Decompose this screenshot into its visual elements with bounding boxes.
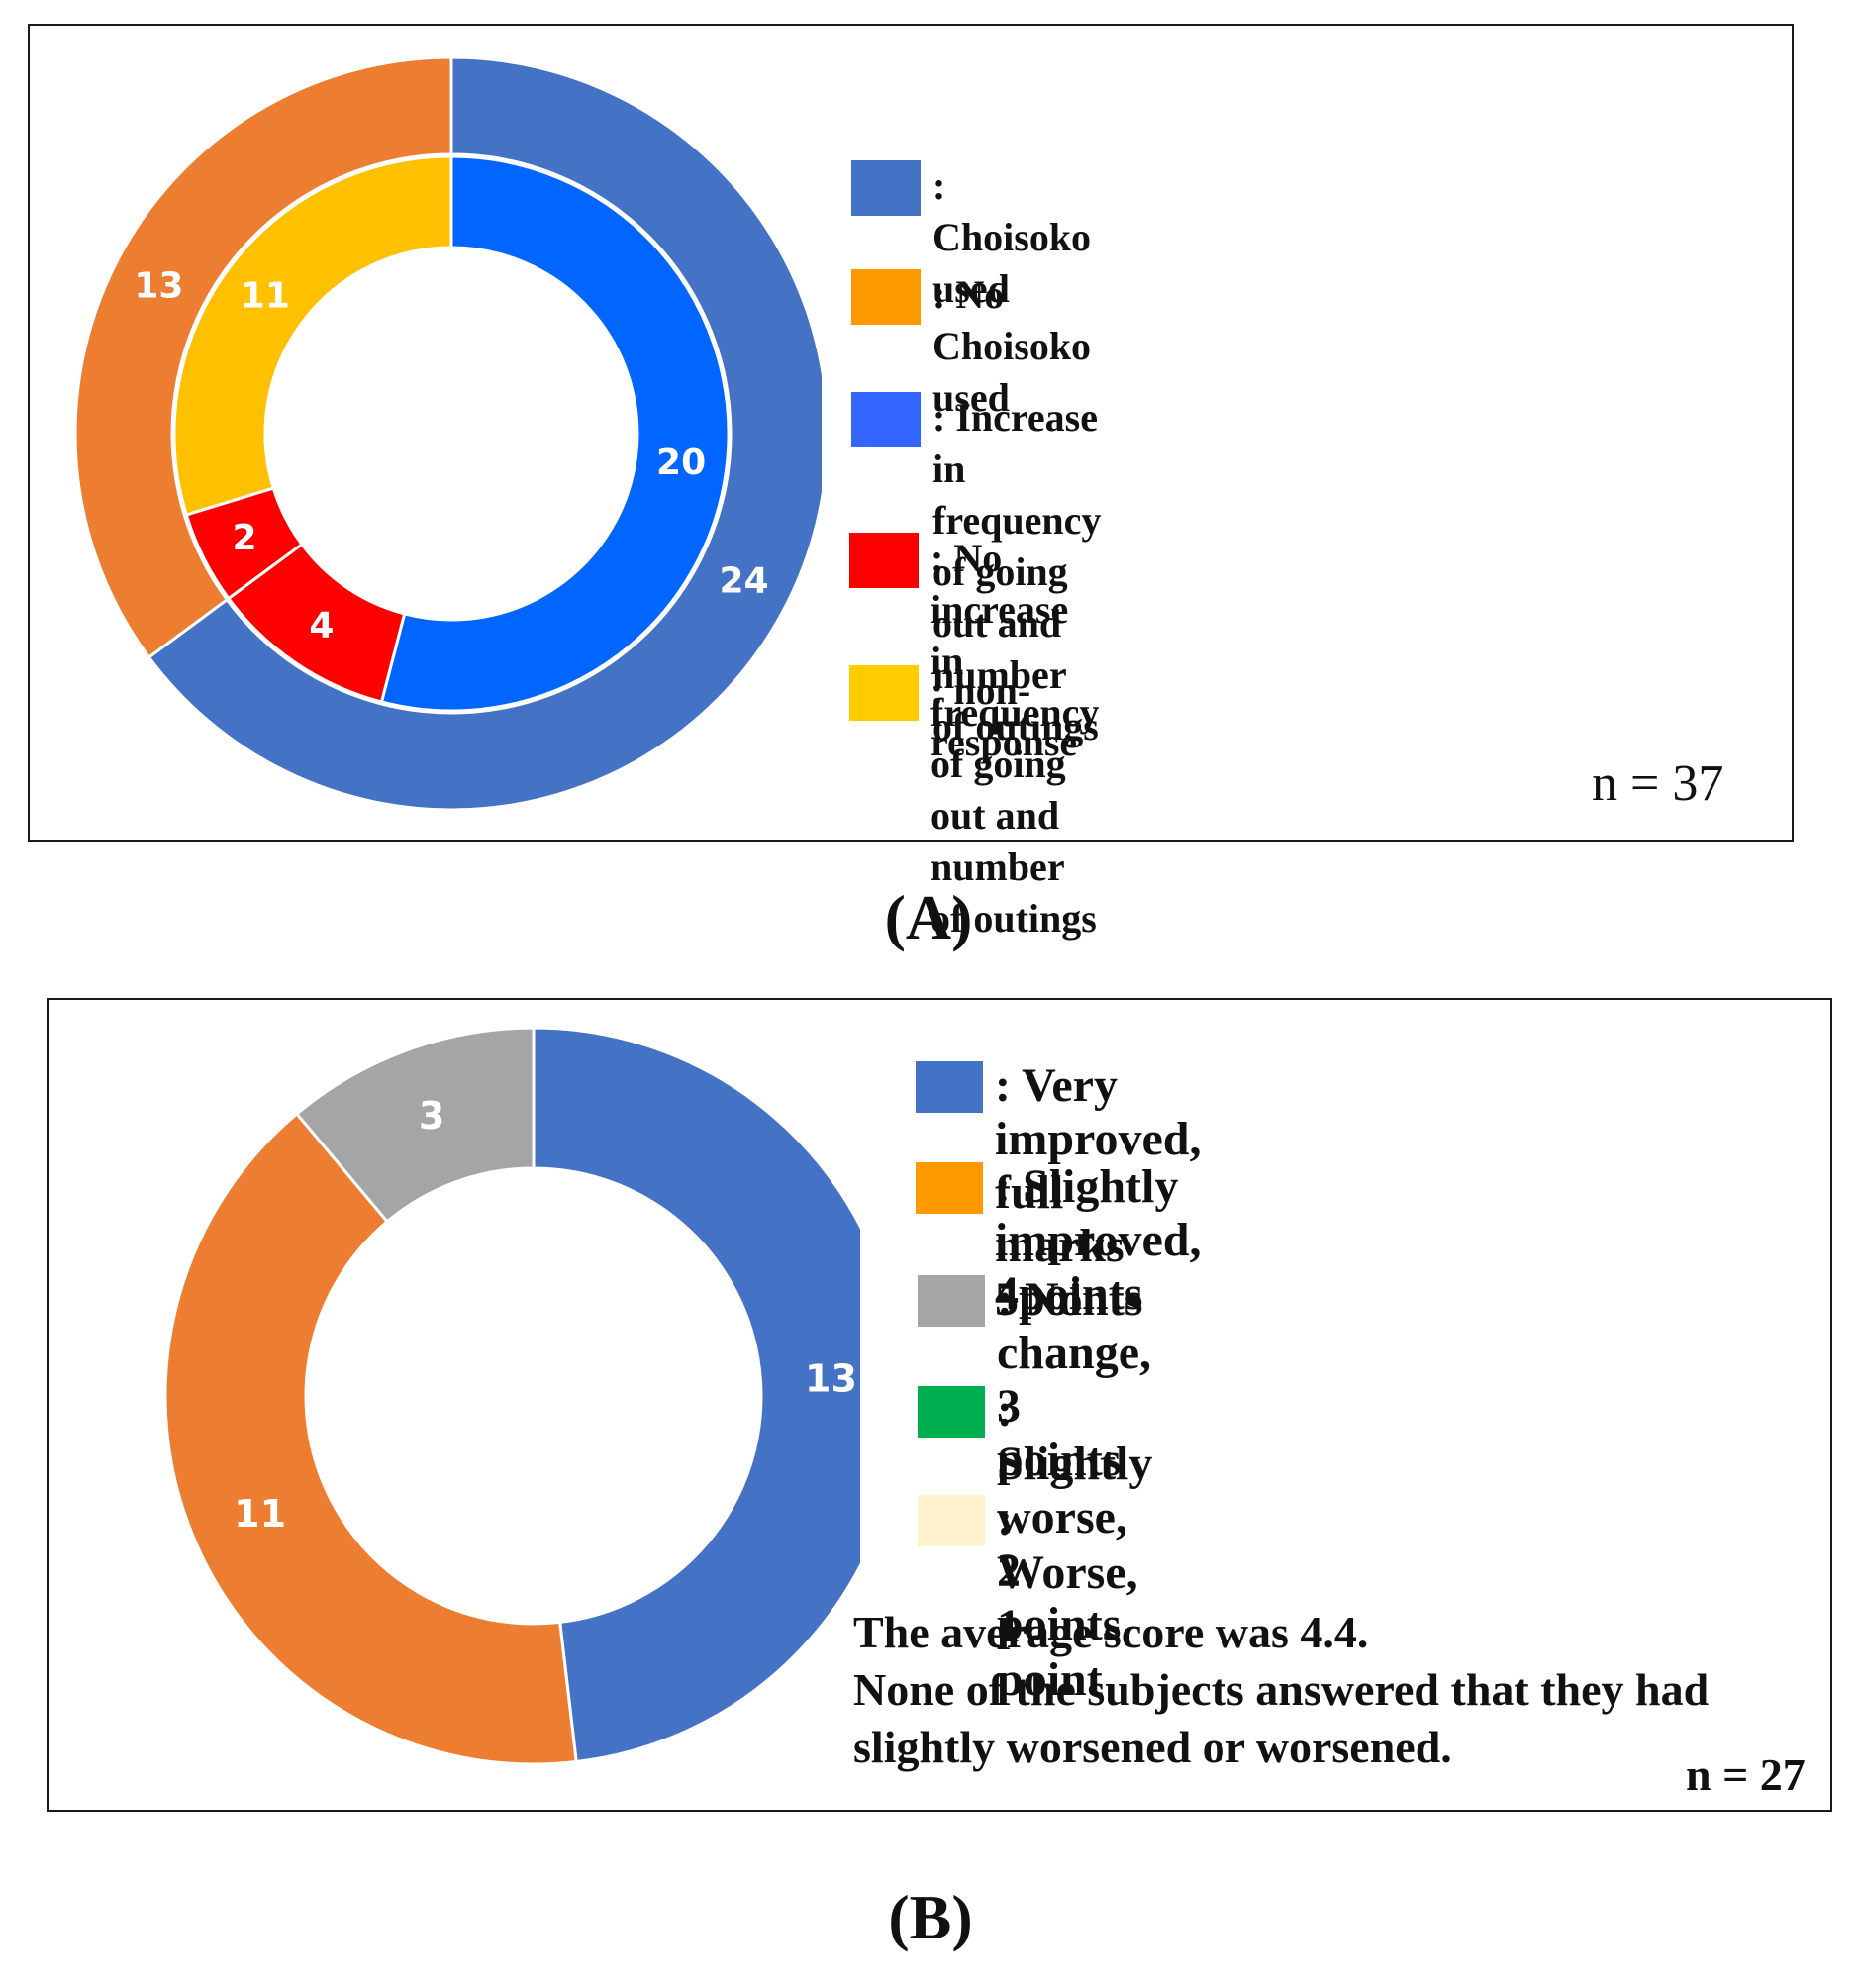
legend-item-no-choisoko-used: : No Choisoko used — [851, 269, 1091, 424]
inner-ring-data-label: 4 — [309, 605, 334, 646]
legend-label: : Choisoko used — [932, 163, 1092, 311]
outer-ring-slice — [73, 55, 453, 660]
legend-label: : No increase in frequency of going out … — [930, 536, 1100, 941]
donut-data-label: 13 — [805, 1356, 857, 1400]
legend-swatch — [916, 1162, 983, 1214]
legend-swatch — [849, 665, 919, 721]
legend-swatch — [916, 1061, 983, 1113]
legend-label: : Slightly improved, 4points — [995, 1160, 1202, 1320]
outer-ring-data-label: 24 — [720, 561, 769, 602]
legend-item-slightly-improved: : Slightly improved, 4points — [916, 1160, 1202, 1321]
panel-label-b: (B) — [888, 1882, 973, 1952]
legend-item-increase: : Increase in frequency of going out and… — [851, 392, 1101, 752]
panel-label-a: (A) — [884, 882, 973, 952]
legend-swatch — [918, 1275, 985, 1327]
legend-label: : No change, 3 points — [997, 1273, 1151, 1486]
outer-ring-slice — [147, 55, 822, 812]
panel-a: 24 13 20 4 2 11 : Choisoko used : No Choisoko… — [28, 24, 1794, 941]
legend-label: : Slightly worse, 2 points — [997, 1384, 1153, 1650]
legend-swatch — [851, 269, 921, 325]
average-score-note: The average score was 4.4. None of the su… — [853, 1607, 1710, 1772]
legend-label: : Increase in frequency of going out and… — [932, 395, 1102, 748]
legend-item-very-improved: : Very improved, full marks 5points — [916, 1059, 1202, 1327]
donut-slice — [163, 1111, 578, 1766]
sample-size-label: n = 27 — [1686, 1749, 1806, 1800]
legend-item-choisoko-used: : Choisoko used — [851, 160, 1091, 315]
legend-label: : Worse, 1 point — [997, 1493, 1138, 1706]
legend-swatch — [849, 533, 919, 588]
legend-label: : non-response — [930, 668, 1078, 764]
inner-ring-slice — [379, 154, 731, 713]
nested-donut-chart: 24 13 20 4 2 11 — [73, 55, 822, 812]
sample-size-label: n = 37 — [1592, 755, 1724, 812]
legend-item-worse: : Worse, 1 point — [918, 1493, 1138, 1707]
panel-b: 13 11 3 : Very improved, full marks 5point… — [47, 998, 1832, 1812]
inner-ring-data-label: 11 — [241, 275, 290, 316]
legend-swatch — [918, 1386, 985, 1438]
donut-slice — [294, 1026, 536, 1224]
legend-label: : No Choisoko used — [932, 272, 1092, 420]
donut-slice — [532, 1026, 860, 1764]
outer-ring-data-label: 13 — [134, 265, 183, 306]
legend-swatch — [918, 1495, 985, 1546]
donut-data-label: 11 — [234, 1492, 286, 1536]
legend-item-non-response: : non-response — [849, 665, 1077, 768]
inner-ring-data-label: 2 — [233, 518, 257, 558]
donut-data-label: 3 — [419, 1094, 444, 1138]
inner-ring-slice — [172, 154, 453, 517]
legend-label: : Very improved, full marks 5points — [995, 1059, 1202, 1326]
legend-swatch — [851, 160, 921, 216]
legend-swatch — [851, 392, 921, 447]
donut-chart: 13 11 3 — [163, 1026, 860, 1766]
legend-item-slightly-worse: : Slightly worse, 2 points — [918, 1384, 1153, 1651]
inner-ring-data-label: 20 — [656, 443, 706, 483]
legend-item-no-change: : No change, 3 points — [918, 1273, 1151, 1487]
legend-item-no-increase: : No increase in frequency of going out … — [849, 533, 1099, 944]
